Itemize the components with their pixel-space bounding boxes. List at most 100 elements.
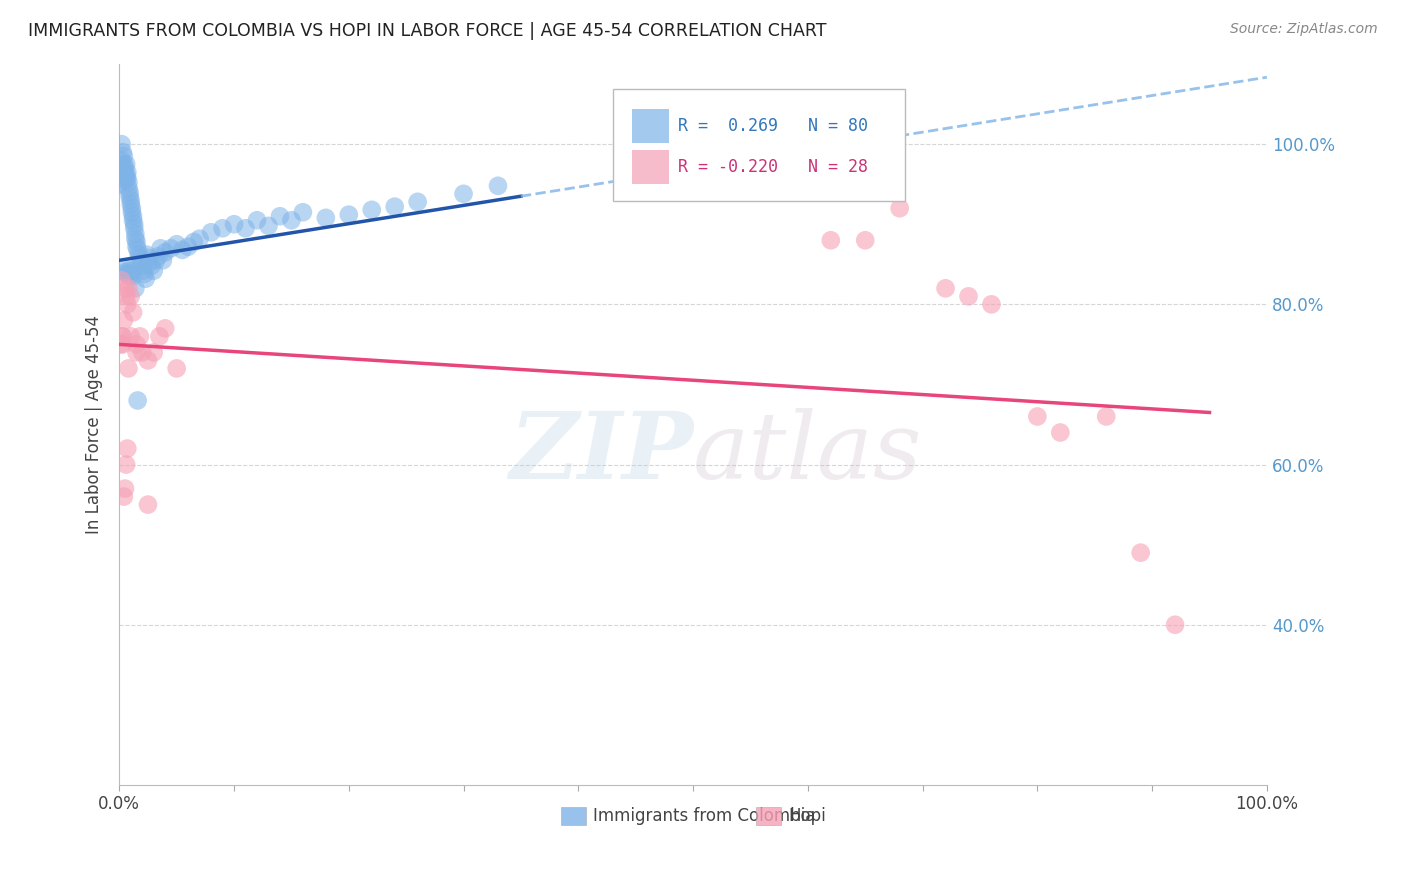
Point bbox=[935, 281, 957, 295]
Point bbox=[125, 345, 148, 359]
Point bbox=[118, 189, 141, 203]
Point bbox=[110, 137, 132, 152]
Point bbox=[132, 263, 155, 277]
Point bbox=[115, 157, 138, 171]
Point bbox=[1129, 546, 1152, 560]
Point bbox=[957, 289, 980, 303]
Point bbox=[118, 185, 141, 199]
Point bbox=[142, 263, 165, 277]
Point bbox=[129, 256, 152, 270]
Point bbox=[117, 361, 139, 376]
Bar bbox=[756, 806, 782, 824]
Point bbox=[114, 161, 136, 176]
Point bbox=[125, 240, 148, 254]
Point bbox=[129, 329, 152, 343]
Point bbox=[115, 169, 138, 184]
Bar bbox=[633, 109, 669, 144]
Point bbox=[235, 221, 257, 235]
Point bbox=[1164, 617, 1187, 632]
Point bbox=[980, 297, 1002, 311]
Point bbox=[1095, 409, 1118, 424]
Point bbox=[115, 261, 138, 276]
Point bbox=[115, 173, 138, 187]
Point bbox=[280, 213, 302, 227]
Point bbox=[141, 259, 163, 273]
Point bbox=[1026, 409, 1049, 424]
Point bbox=[117, 263, 139, 277]
Point bbox=[117, 176, 139, 190]
Point bbox=[122, 221, 145, 235]
Text: R = -0.220   N = 28: R = -0.220 N = 28 bbox=[678, 158, 868, 176]
Point bbox=[122, 209, 145, 223]
Point bbox=[112, 157, 135, 171]
Point bbox=[177, 240, 200, 254]
Point bbox=[110, 337, 132, 351]
Point bbox=[117, 181, 139, 195]
Point bbox=[153, 245, 176, 260]
Point bbox=[406, 194, 429, 209]
Point bbox=[149, 241, 172, 255]
Point bbox=[122, 269, 145, 284]
Point bbox=[114, 281, 136, 295]
Point bbox=[172, 243, 194, 257]
Point bbox=[152, 253, 174, 268]
Point bbox=[127, 393, 149, 408]
Point bbox=[136, 251, 159, 265]
Point bbox=[246, 213, 269, 227]
Point bbox=[188, 232, 211, 246]
Point bbox=[337, 208, 360, 222]
Point bbox=[117, 297, 139, 311]
Point bbox=[112, 490, 135, 504]
Bar bbox=[561, 806, 586, 824]
Point bbox=[121, 205, 143, 219]
Point bbox=[127, 243, 149, 257]
Text: Immigrants from Colombia: Immigrants from Colombia bbox=[593, 807, 815, 825]
Point bbox=[269, 209, 291, 223]
Point bbox=[148, 329, 170, 343]
Point bbox=[222, 217, 245, 231]
Point bbox=[360, 202, 382, 217]
Point bbox=[117, 165, 139, 179]
Point bbox=[135, 271, 157, 285]
Point bbox=[111, 145, 134, 160]
Text: Source: ZipAtlas.com: Source: ZipAtlas.com bbox=[1230, 22, 1378, 37]
Text: IMMIGRANTS FROM COLOMBIA VS HOPI IN LABOR FORCE | AGE 45-54 CORRELATION CHART: IMMIGRANTS FROM COLOMBIA VS HOPI IN LABO… bbox=[28, 22, 827, 40]
Point bbox=[110, 329, 132, 343]
Point bbox=[112, 313, 135, 327]
Bar bbox=[633, 150, 669, 185]
Point bbox=[889, 201, 911, 215]
Point bbox=[129, 251, 152, 265]
Point bbox=[117, 442, 139, 456]
Point bbox=[131, 259, 153, 273]
Point bbox=[135, 248, 157, 262]
Point bbox=[384, 200, 406, 214]
Point bbox=[118, 269, 141, 284]
Point bbox=[211, 221, 233, 235]
Point bbox=[166, 237, 188, 252]
Point bbox=[160, 241, 183, 255]
Point bbox=[148, 249, 170, 263]
Point bbox=[134, 267, 156, 281]
Point bbox=[124, 227, 146, 241]
Point bbox=[124, 232, 146, 246]
Point bbox=[112, 149, 135, 163]
Point bbox=[111, 169, 134, 184]
Point bbox=[111, 337, 134, 351]
Point bbox=[453, 186, 475, 201]
Point bbox=[117, 267, 139, 281]
Point bbox=[125, 337, 148, 351]
Point bbox=[114, 265, 136, 279]
Point bbox=[166, 361, 188, 376]
Point bbox=[1049, 425, 1071, 440]
Point bbox=[110, 153, 132, 168]
Point bbox=[136, 498, 159, 512]
Text: Hopi: Hopi bbox=[789, 807, 827, 825]
Point bbox=[120, 267, 142, 281]
Point bbox=[117, 281, 139, 295]
Point bbox=[183, 235, 205, 249]
Point bbox=[120, 193, 142, 207]
Point bbox=[110, 273, 132, 287]
Point bbox=[115, 458, 138, 472]
FancyBboxPatch shape bbox=[613, 89, 905, 201]
Point bbox=[315, 211, 337, 225]
